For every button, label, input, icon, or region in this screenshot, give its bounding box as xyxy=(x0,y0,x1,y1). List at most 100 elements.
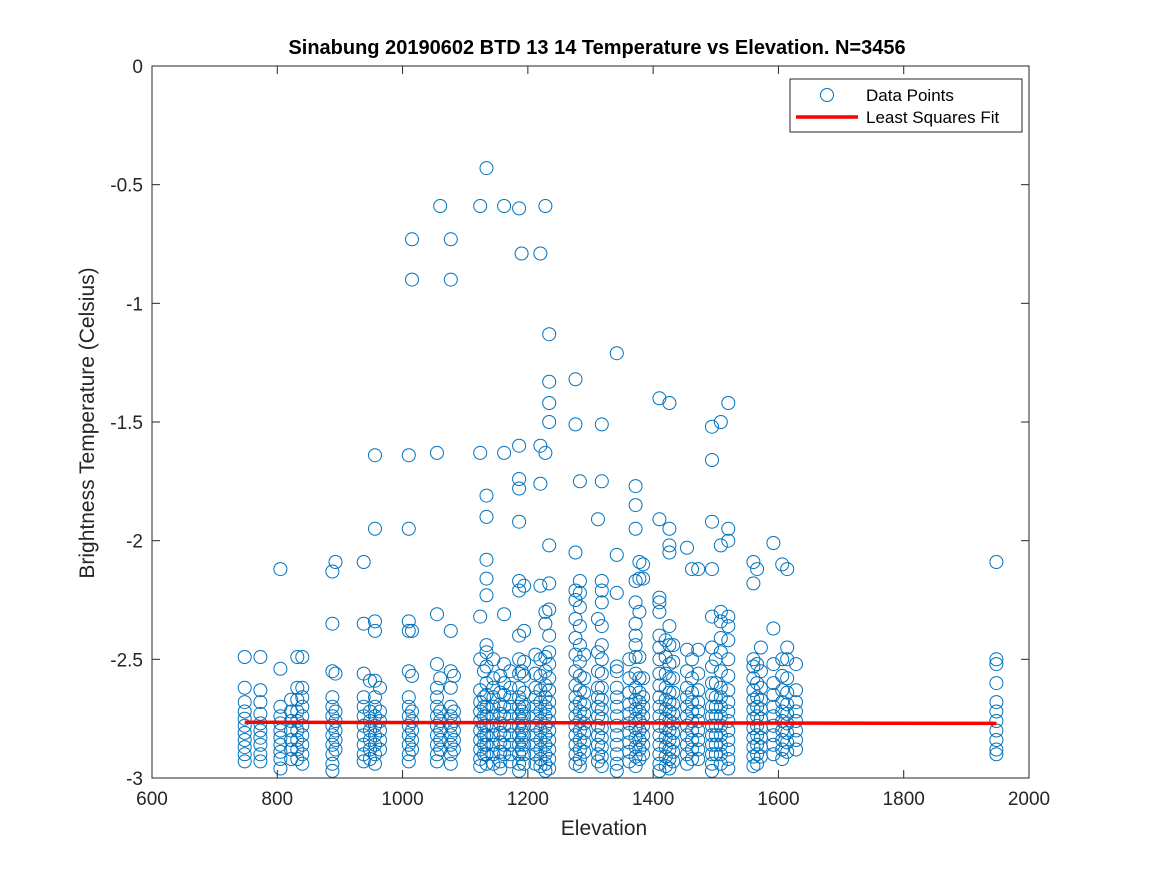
data-point xyxy=(666,685,681,700)
data-point xyxy=(443,664,458,679)
data-point xyxy=(542,396,557,410)
data-point xyxy=(713,747,728,762)
data-point xyxy=(368,448,382,463)
data-point xyxy=(479,676,494,691)
y-tick-label: -2.5 xyxy=(110,650,143,671)
data-point xyxy=(237,711,252,726)
data-point xyxy=(568,678,583,693)
data-point xyxy=(753,664,768,679)
data-point xyxy=(594,638,609,653)
data-point xyxy=(295,737,310,752)
data-point xyxy=(753,640,768,655)
data-point xyxy=(479,488,494,503)
legend-label-data-points: Data Points xyxy=(866,86,954,105)
data-point xyxy=(373,733,387,747)
data-point xyxy=(368,699,382,714)
data-point xyxy=(652,512,667,527)
data-point xyxy=(652,678,667,693)
data-point xyxy=(721,533,736,548)
data-point xyxy=(533,733,548,747)
data-point xyxy=(721,761,736,776)
data-point xyxy=(290,650,305,664)
data-point xyxy=(721,668,736,683)
data-point xyxy=(632,685,647,700)
data-point xyxy=(766,737,781,752)
data-point xyxy=(628,574,643,588)
data-point xyxy=(713,614,728,629)
data-point xyxy=(662,521,677,536)
data-point xyxy=(662,538,677,553)
data-point xyxy=(705,728,719,743)
data-point xyxy=(290,742,305,757)
data-point xyxy=(253,706,268,721)
data-point xyxy=(721,695,736,710)
x-tick-label: 1000 xyxy=(381,789,423,810)
data-point xyxy=(609,763,624,778)
data-point xyxy=(577,744,592,759)
data-point xyxy=(721,752,736,766)
data-point xyxy=(652,590,667,605)
data-point xyxy=(253,695,268,710)
data-point xyxy=(542,683,557,698)
data-point xyxy=(705,737,719,752)
data-point xyxy=(356,754,371,769)
data-point xyxy=(594,711,609,726)
data-point xyxy=(503,754,518,769)
data-point xyxy=(572,574,587,588)
data-point xyxy=(705,747,719,762)
data-point xyxy=(721,742,736,757)
data-point xyxy=(401,448,416,463)
data-point xyxy=(479,718,494,733)
data-point xyxy=(662,657,677,672)
data-point xyxy=(780,735,795,750)
data-point xyxy=(572,752,587,766)
data-point xyxy=(486,756,501,771)
data-point xyxy=(609,659,624,674)
data-point xyxy=(237,733,252,747)
data-point xyxy=(708,718,723,733)
data-point xyxy=(789,714,803,728)
data-point xyxy=(766,676,781,691)
data-point xyxy=(746,659,761,674)
data-point xyxy=(713,664,728,679)
data-point xyxy=(572,619,587,634)
data-point xyxy=(780,652,795,667)
data-point xyxy=(533,683,548,698)
data-point xyxy=(363,673,377,688)
data-point xyxy=(636,671,651,686)
y-tick-label: -2 xyxy=(126,532,143,553)
data-point xyxy=(713,690,728,705)
data-point xyxy=(713,718,728,733)
data-point xyxy=(430,445,444,460)
data-point xyxy=(443,623,458,638)
data-point xyxy=(691,642,706,657)
x-tick-label: 800 xyxy=(261,789,293,810)
data-point xyxy=(632,704,647,719)
data-point xyxy=(591,754,605,769)
legend-label-fit: Least Squares Fit xyxy=(866,108,1000,127)
data-point xyxy=(401,699,416,714)
y-tick-label: -1.5 xyxy=(110,413,143,434)
data-point xyxy=(691,562,706,577)
data-point xyxy=(666,735,681,750)
x-tick-label: 1200 xyxy=(507,789,549,810)
data-point xyxy=(572,638,587,653)
data-point xyxy=(766,728,781,743)
data-point xyxy=(401,718,416,733)
data-point xyxy=(568,718,583,733)
data-point xyxy=(479,728,494,743)
data-point xyxy=(713,415,728,429)
data-point xyxy=(708,737,723,752)
data-point xyxy=(780,640,795,655)
data-point xyxy=(363,752,377,766)
data-point xyxy=(721,521,736,536)
data-point xyxy=(446,742,461,757)
data-point xyxy=(533,578,548,593)
data-point xyxy=(430,718,444,733)
data-point xyxy=(708,690,723,705)
data-point xyxy=(473,199,488,213)
data-point xyxy=(237,754,252,769)
data-point xyxy=(591,645,605,660)
